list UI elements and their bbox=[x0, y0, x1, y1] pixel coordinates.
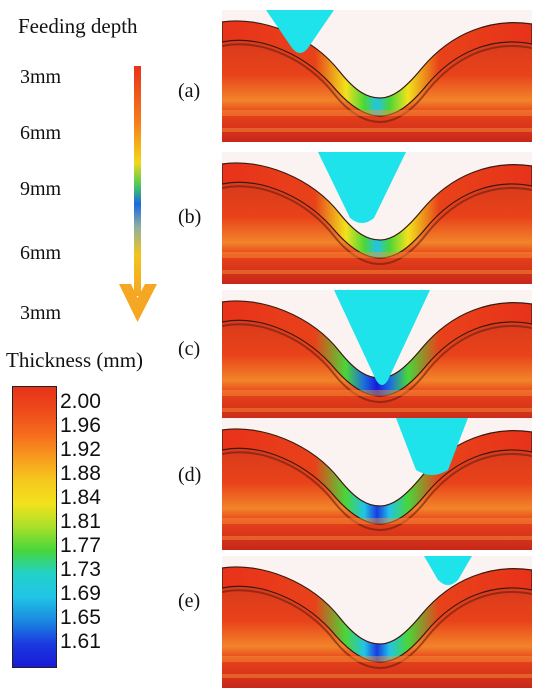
colorbar-tick-label: 1.65 bbox=[60, 606, 101, 629]
colorbar-tick-label: 2.00 bbox=[60, 390, 101, 413]
panel-label: (c) bbox=[178, 338, 201, 360]
feeding-depth-title: Feeding depth bbox=[18, 14, 138, 38]
simulation-panel bbox=[222, 152, 532, 284]
panel-label: (b) bbox=[178, 206, 202, 228]
colorbar-tick-label: 1.92 bbox=[60, 438, 101, 461]
thickness-colorbar bbox=[12, 386, 57, 668]
feeding-depth-label: 3mm bbox=[20, 302, 62, 324]
feeding-depth-label: 6mm bbox=[20, 122, 62, 144]
colorbar-tick-label: 1.81 bbox=[60, 510, 101, 533]
feeding-depth-label: 6mm bbox=[20, 242, 62, 264]
forming-tool bbox=[318, 152, 406, 223]
simulation-panel bbox=[222, 418, 532, 550]
forming-tool bbox=[396, 418, 468, 475]
simulation-panel bbox=[222, 556, 532, 688]
feeding-depth-label: 3mm bbox=[20, 66, 62, 88]
sheet-metal bbox=[222, 162, 532, 259]
simulation-panel bbox=[222, 10, 532, 142]
colorbar-tick-label: 1.69 bbox=[60, 582, 101, 605]
colorbar-tick-label: 1.77 bbox=[60, 534, 101, 557]
panel-label: (d) bbox=[178, 464, 202, 486]
forming-tool bbox=[266, 10, 334, 53]
panel-label: (e) bbox=[178, 590, 201, 612]
sheet-metal bbox=[222, 300, 532, 397]
colorbar-tick-label: 1.61 bbox=[60, 630, 101, 653]
simulation-panel bbox=[222, 290, 532, 422]
forming-tool bbox=[424, 556, 472, 585]
colorbar-tick-label: 1.88 bbox=[60, 462, 101, 485]
colorbar-tick-label: 1.84 bbox=[60, 486, 101, 509]
panel-label: (a) bbox=[178, 80, 201, 102]
feeding-depth-label: 9mm bbox=[20, 178, 62, 200]
colorbar-tick-label: 1.73 bbox=[60, 558, 101, 581]
forming-tool bbox=[334, 290, 430, 385]
feeding-direction-arrow-icon bbox=[119, 66, 157, 322]
thickness-legend-title: Thickness (mm) bbox=[6, 348, 144, 372]
sheet-metal bbox=[222, 566, 532, 663]
colorbar-tick-label: 1.96 bbox=[60, 414, 101, 437]
